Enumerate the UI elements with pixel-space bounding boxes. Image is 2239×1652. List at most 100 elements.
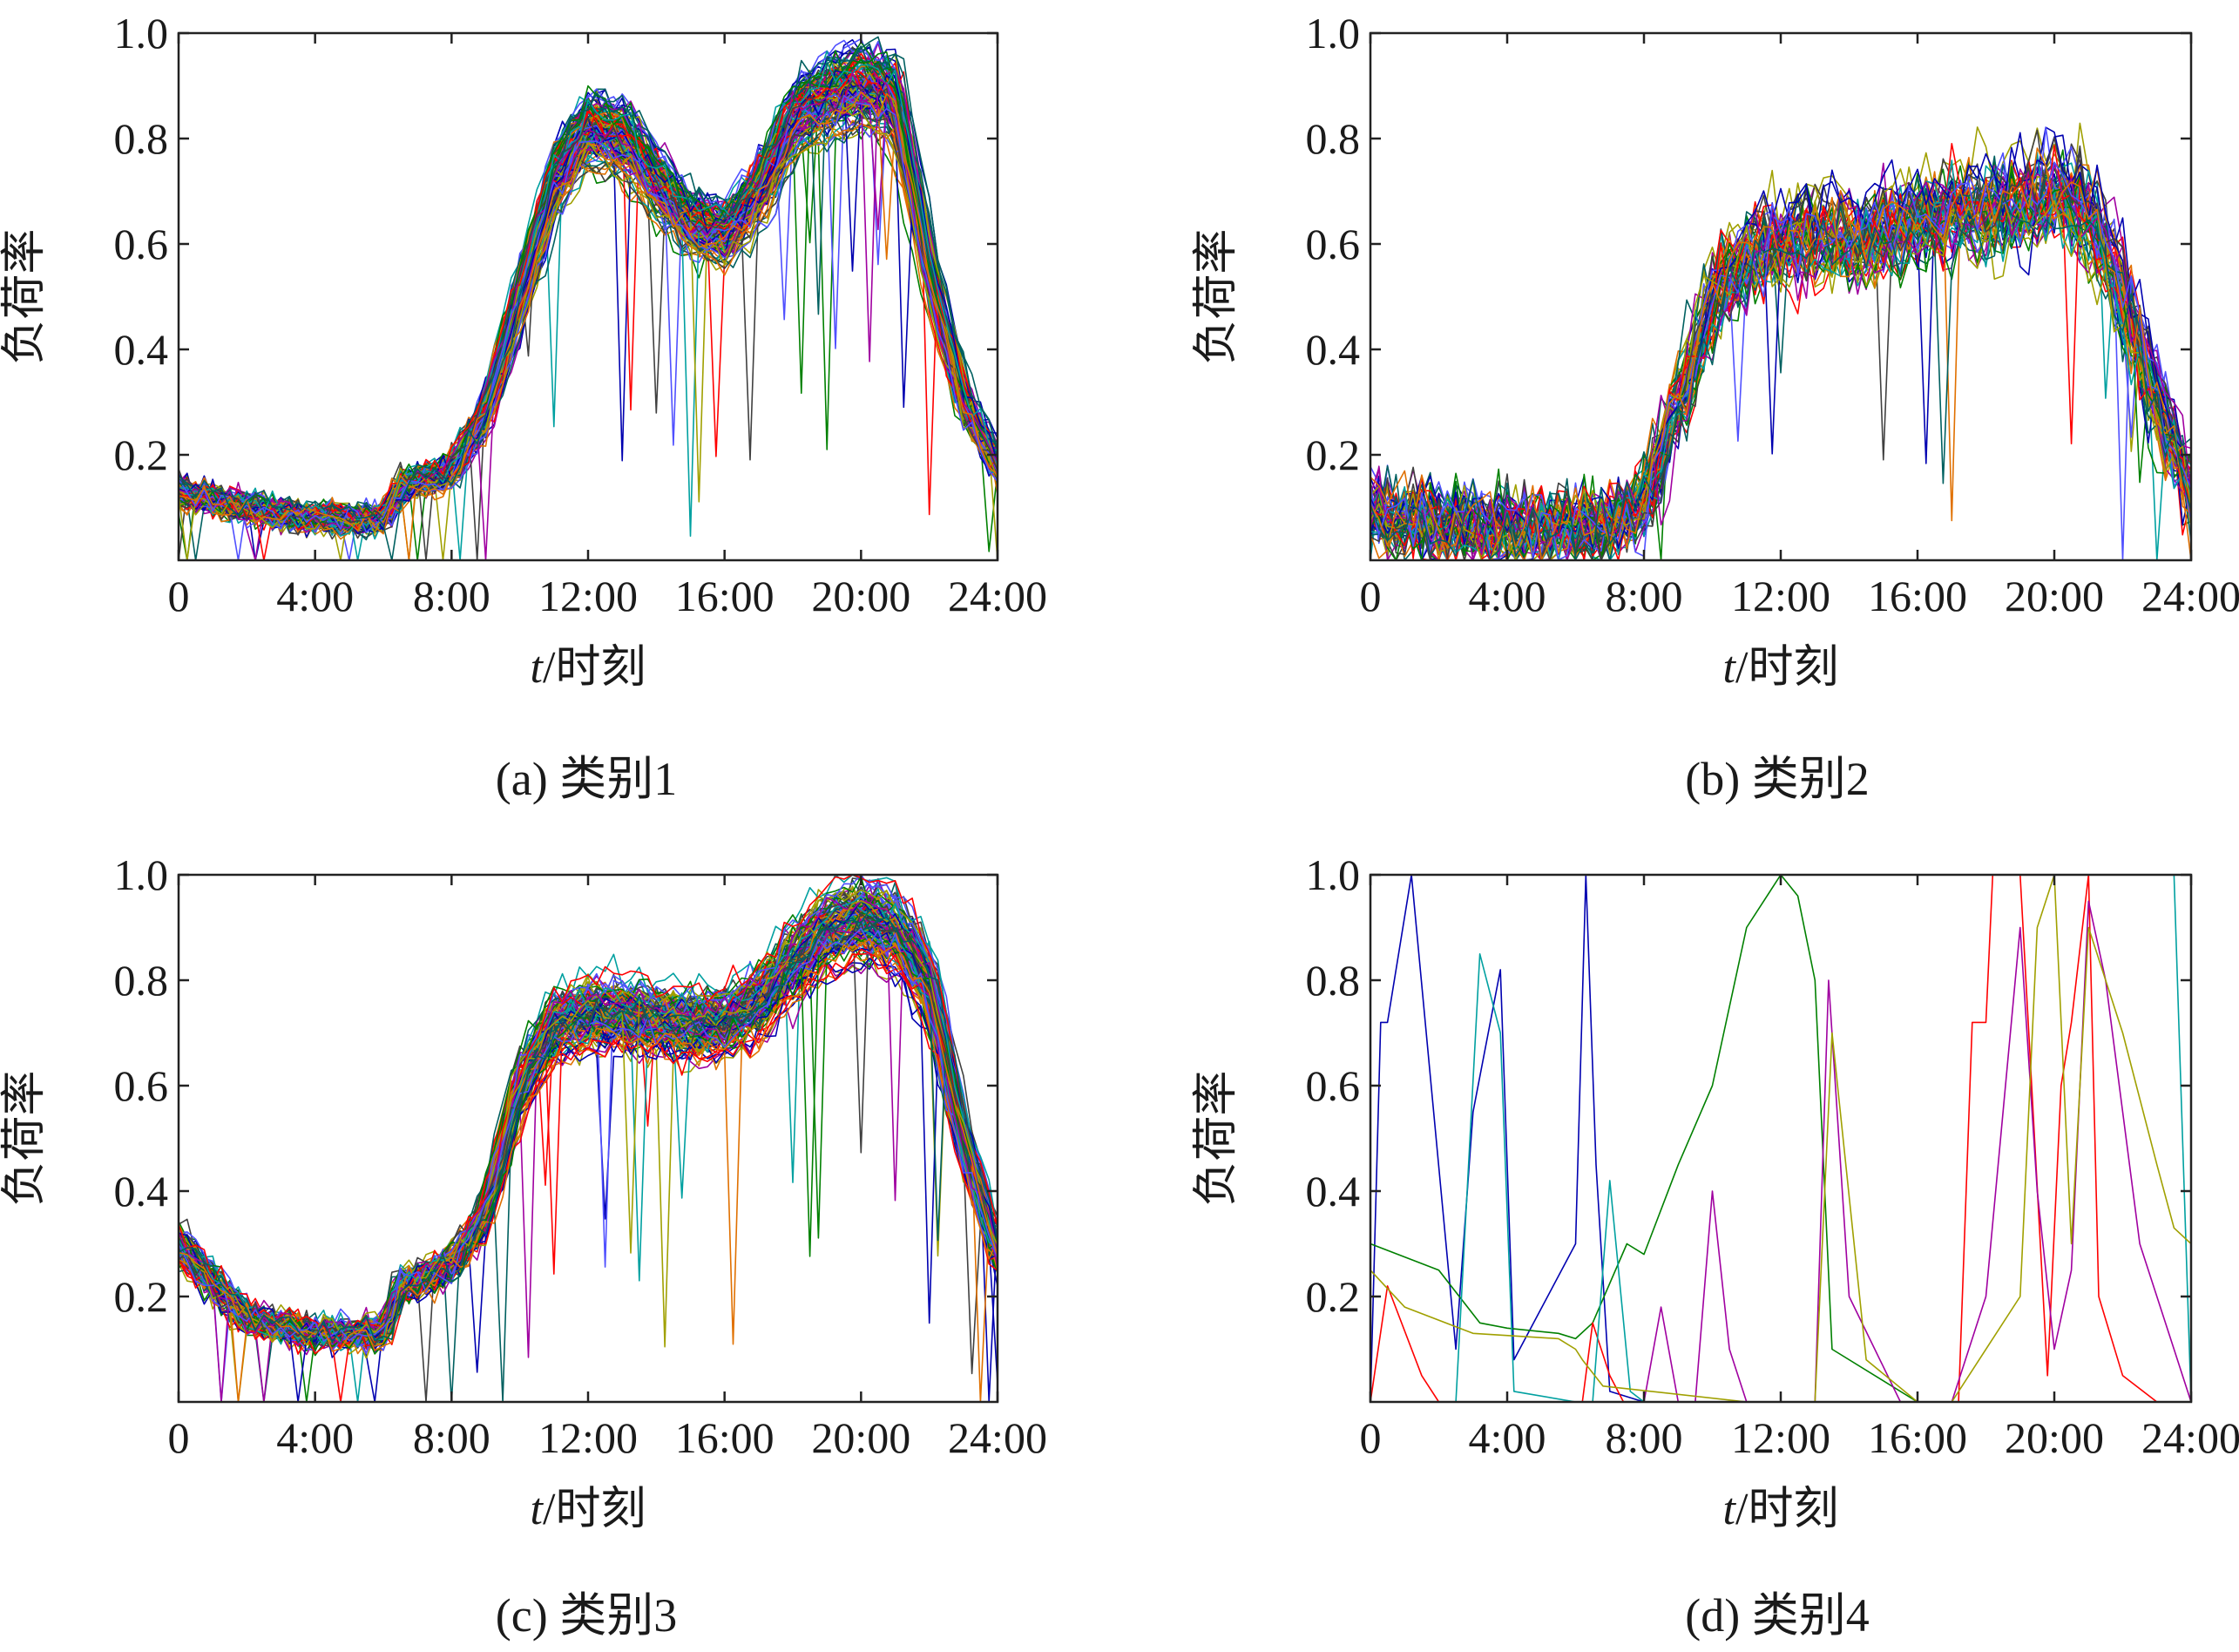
series-line bbox=[179, 911, 998, 1339]
x-tick-label: 20:00 bbox=[2005, 572, 2104, 620]
series-line bbox=[179, 91, 998, 535]
series-line bbox=[1370, 875, 2191, 1402]
y-tick-label: 0.2 bbox=[114, 430, 169, 479]
series-line bbox=[179, 50, 998, 531]
series-line bbox=[179, 914, 998, 1351]
series-line bbox=[1370, 875, 2191, 1402]
y-axis-label: 负荷率 bbox=[0, 228, 50, 364]
x-tick-label: 4:00 bbox=[276, 1413, 354, 1462]
y-tick-label: 0.2 bbox=[1306, 430, 1361, 479]
y-tick-label: 0.4 bbox=[1306, 1167, 1361, 1215]
x-axis-label: t/时刻 bbox=[531, 1485, 646, 1534]
plot-area bbox=[1370, 875, 2191, 1402]
series-line bbox=[179, 903, 998, 1340]
x-tick-label: 4:00 bbox=[276, 572, 354, 620]
y-tick-label: 0.8 bbox=[1306, 114, 1361, 163]
series-line bbox=[1370, 875, 2191, 1402]
x-axis-label: t/时刻 bbox=[1723, 1485, 1839, 1534]
x-tick-label: 12:00 bbox=[538, 1413, 638, 1462]
x-tick-label: 0 bbox=[1360, 1413, 1382, 1462]
series-line bbox=[179, 934, 998, 1344]
panel-caption: (c) 类别3 bbox=[496, 1589, 677, 1642]
x-tick-label: 12:00 bbox=[1731, 572, 1830, 620]
x-tick-label: 4:00 bbox=[1469, 572, 1546, 620]
y-tick-label: 0.4 bbox=[114, 1167, 169, 1215]
series-line bbox=[179, 94, 998, 533]
x-tick-label: 8:00 bbox=[1606, 1413, 1683, 1462]
x-tick-label: 8:00 bbox=[1606, 572, 1683, 620]
plot-area bbox=[1370, 122, 2191, 560]
series-line bbox=[179, 919, 998, 1402]
series-line bbox=[179, 931, 998, 1357]
x-axis-label-text: /时刻 bbox=[543, 1485, 646, 1534]
x-axis-label-variable: t bbox=[1723, 643, 1737, 693]
series-line bbox=[179, 71, 998, 529]
series-line bbox=[179, 933, 998, 1348]
series-line bbox=[179, 915, 998, 1345]
series-line bbox=[179, 896, 998, 1346]
series-line bbox=[1370, 134, 2191, 556]
series-line bbox=[179, 889, 998, 1346]
series-line bbox=[179, 935, 998, 1355]
series-line bbox=[1370, 198, 2191, 560]
y-tick-label: 1.0 bbox=[1306, 9, 1361, 58]
series-line bbox=[1370, 161, 2191, 560]
y-axis-label: 负荷率 bbox=[1192, 228, 1241, 364]
x-tick-label: 12:00 bbox=[1731, 1413, 1830, 1462]
panel-caption: (d) 类别4 bbox=[1685, 1589, 1869, 1642]
series-line bbox=[1370, 145, 2191, 560]
panel-4: 0 4:00 8:00 12:00 16:00 20:00 24:00 0.2 0.4 0.6 0.… bbox=[1192, 850, 2239, 1642]
y-tick-label: 0.8 bbox=[114, 114, 169, 163]
axes-frame bbox=[1369, 873, 2193, 1404]
series-line bbox=[1370, 147, 2191, 560]
series-line bbox=[179, 36, 998, 560]
axes-frame bbox=[1369, 31, 2193, 562]
y-tick-label: 0.8 bbox=[1306, 956, 1361, 1005]
series-line bbox=[179, 938, 998, 1352]
x-tick-label: 4:00 bbox=[1469, 1413, 1546, 1462]
y-tick-label: 1.0 bbox=[114, 9, 169, 58]
x-axis-label-variable: t bbox=[531, 643, 545, 693]
x-tick-label: 0 bbox=[168, 572, 190, 620]
y-tick-label: 1.0 bbox=[114, 850, 169, 899]
panel-caption: (b) 类别2 bbox=[1685, 753, 1869, 805]
x-tick-label: 16:00 bbox=[1868, 1413, 1967, 1462]
series-line bbox=[1370, 168, 2191, 560]
x-axis-label: t/时刻 bbox=[1723, 643, 1839, 693]
x-axis-label-text: /时刻 bbox=[1735, 1485, 1838, 1534]
x-axis-label-variable: t bbox=[531, 1485, 545, 1534]
y-tick-label: 0.6 bbox=[114, 1061, 169, 1110]
y-tick-label: 0.6 bbox=[1306, 1061, 1361, 1110]
series-line bbox=[179, 916, 998, 1344]
x-tick-label: 20:00 bbox=[811, 1413, 910, 1462]
x-tick-label: 24:00 bbox=[948, 572, 1047, 620]
y-tick-label: 0.2 bbox=[1306, 1272, 1361, 1321]
x-tick-label: 16:00 bbox=[1868, 572, 1967, 620]
x-tick-label: 0 bbox=[168, 1413, 190, 1462]
y-tick-label: 0.2 bbox=[114, 1272, 169, 1321]
series-line bbox=[179, 931, 998, 1355]
series-line bbox=[1370, 875, 2191, 1402]
x-tick-label: 24:00 bbox=[2141, 572, 2239, 620]
series-line bbox=[179, 65, 998, 530]
series-line bbox=[179, 888, 998, 1344]
series-line bbox=[179, 915, 998, 1350]
x-tick-label: 16:00 bbox=[675, 1413, 775, 1462]
x-tick-label: 20:00 bbox=[811, 572, 910, 620]
series-line bbox=[1643, 900, 2191, 1402]
panel-3: 0 4:00 8:00 12:00 16:00 20:00 24:00 0.2 0.4 0.6 0.… bbox=[0, 850, 1047, 1642]
x-tick-label: 12:00 bbox=[538, 572, 638, 620]
x-tick-label: 24:00 bbox=[948, 1413, 1047, 1462]
x-axis-label: t/时刻 bbox=[531, 643, 646, 693]
y-tick-label: 0.4 bbox=[114, 325, 169, 374]
x-axis-label-text: /时刻 bbox=[1735, 643, 1838, 693]
series-line bbox=[179, 898, 998, 1343]
x-tick-label: 0 bbox=[1360, 572, 1382, 620]
series-line bbox=[179, 948, 998, 1355]
series-line bbox=[179, 890, 998, 1344]
y-tick-label: 0.4 bbox=[1306, 325, 1361, 374]
y-tick-label: 1.0 bbox=[1306, 850, 1361, 899]
series-line bbox=[1370, 875, 2191, 1402]
panel-caption: (a) 类别1 bbox=[496, 753, 677, 805]
